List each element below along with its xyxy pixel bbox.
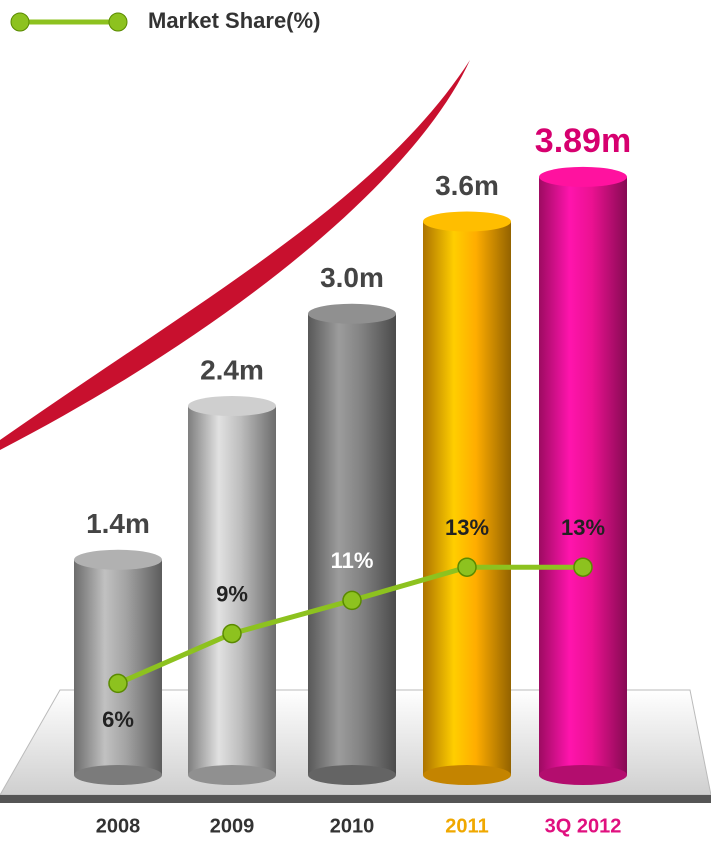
bar-top [539,166,627,187]
bar-bottom [308,765,396,785]
share-point [457,557,477,577]
share-value-label: 11% [331,548,374,573]
share-point [573,557,593,577]
x-tick-label: 2010 [330,815,375,837]
bar-value-label: 2.4m [200,354,264,385]
share-point [222,623,242,644]
bar-top [188,396,276,416]
bar-value-label: 1.4m [86,508,150,539]
swoosh [0,60,470,450]
share-value-label: 9% [216,581,248,606]
bar-bottom [539,765,627,785]
bar-top [74,549,162,570]
share-value-label: 13% [445,515,489,540]
bar [188,406,276,775]
share-point [108,673,128,694]
bar-top [423,211,511,232]
legend-marker [10,12,30,32]
x-tick-label: 2008 [96,815,141,837]
bar-value-label: 3.6m [435,170,499,201]
bar [539,176,627,776]
bar [308,313,396,775]
share-value-label: 13% [561,515,605,540]
x-tick-label: 3Q 2012 [545,815,622,837]
bar-top [308,303,396,324]
share-point [342,590,362,611]
bar-bottom [423,765,511,785]
bar-value-label: 3.0m [320,262,384,293]
share-value-label: 6% [102,707,134,732]
bar [74,559,162,775]
x-tick-label: 2009 [210,815,255,837]
bar-value-label: 3.89m [535,122,631,160]
platform-edge [0,795,711,803]
bar-bottom [74,765,162,785]
x-tick-label: 2011 [445,815,488,837]
legend-label: Market Share(%) [148,8,320,33]
legend-marker [108,12,128,32]
bar-bottom [188,765,276,785]
bar [423,221,511,775]
